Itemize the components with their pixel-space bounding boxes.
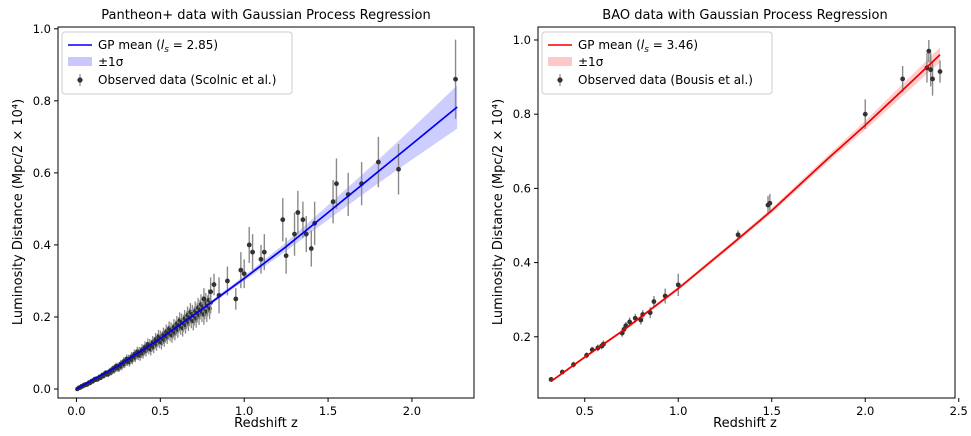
chart-title: Pantheon+ data with Gaussian Process Reg…: [101, 8, 430, 23]
data-point: [241, 271, 247, 277]
y-tick-label: 1.0: [513, 33, 531, 47]
legend-box: [61, 31, 293, 95]
x-tick-label: 0.5: [151, 404, 169, 418]
y-tick-label: 0.0: [33, 382, 51, 396]
data-point: [926, 48, 932, 54]
y-tick-label: 0.8: [513, 107, 531, 121]
data-point: [735, 232, 741, 238]
plot-area: [548, 39, 943, 383]
data-point: [862, 111, 868, 117]
data-point: [261, 249, 267, 255]
y-axis-label: Luminosity Distance (Mpc/2 × 10⁴): [491, 99, 506, 325]
y-axis-label: Luminosity Distance (Mpc/2 × 10⁴): [11, 99, 26, 325]
gp-mean-line: [76, 106, 458, 390]
x-tick-label: 1.5: [763, 404, 781, 418]
data-point: [211, 282, 217, 287]
y-tick-label: 0.6: [33, 166, 51, 180]
axis-ticks: 0.5 1.0 1.5 2.0 2.5 0.2 0.4 0.6 0.8 1.0: [513, 33, 968, 418]
legend-data-label: Observed data (Bousis et al.): [578, 73, 753, 87]
data-point: [201, 296, 207, 302]
y-tick-label: 0.4: [513, 256, 531, 270]
data-point: [937, 69, 943, 74]
y-tick-label: 0.2: [33, 310, 51, 324]
data-point: [767, 200, 773, 206]
x-tick-label: 0.5: [576, 404, 594, 418]
axes-frame: [57, 26, 475, 399]
x-tick-label: 2.5: [950, 404, 968, 418]
y-tick-label: 0.4: [33, 238, 51, 252]
plot-area: [75, 39, 458, 392]
data-point: [250, 249, 255, 255]
legend-mean-label: GP mean (ls = 3.46): [578, 38, 698, 55]
data-point: [303, 231, 309, 237]
data-point: [233, 296, 239, 302]
legend-data-marker: [557, 77, 563, 83]
legend-band-swatch: [548, 57, 572, 66]
data-point: [928, 67, 934, 73]
data-point: [900, 76, 906, 82]
bao-chart: BAO data with Gaussian Process Regressio…: [491, 8, 968, 431]
data-point: [295, 210, 301, 215]
legend: GP mean (ls = 3.46) ±1σ Observed data (B…: [541, 31, 773, 95]
legend-band-label: ±1σ: [578, 55, 604, 69]
y-tick-label: 0.6: [513, 181, 531, 195]
y-tick-label: 1.0: [33, 22, 51, 36]
x-tick-label: 1.0: [669, 404, 687, 418]
data-point: [651, 299, 657, 304]
data-point: [334, 181, 339, 187]
y-tick-label: 0.8: [33, 94, 51, 108]
data-point: [627, 319, 633, 325]
x-tick-label: 2.0: [856, 404, 874, 418]
confidence-band: [551, 47, 940, 383]
data-point: [280, 217, 286, 223]
chart-title: BAO data with Gaussian Process Regressio…: [602, 8, 887, 23]
data-point: [300, 217, 306, 223]
data-point: [292, 231, 297, 237]
x-tick-label: 1.5: [319, 404, 337, 418]
x-tick-label: 2.0: [403, 404, 421, 418]
data-point: [375, 159, 381, 165]
data-point: [258, 256, 264, 262]
data-point: [283, 253, 289, 259]
data-point: [208, 289, 214, 295]
gp-mean-line: [550, 54, 941, 382]
legend-band-label: ±1σ: [98, 55, 124, 69]
axis-ticks: 0.0 0.5 1.0 1.5 2.0 0.0 0.2 0.4 0.6 0.8 1.0: [33, 22, 421, 418]
data-point: [246, 242, 252, 248]
data-point: [396, 166, 401, 172]
data-point: [225, 278, 230, 284]
data-point: [453, 76, 458, 82]
data-point: [930, 76, 935, 82]
legend-data-marker: [77, 77, 83, 83]
x-axis-label: Redshift z: [713, 416, 777, 431]
data-point: [675, 282, 681, 288]
pantheon-chart: Pantheon+ data with Gaussian Process Reg…: [11, 8, 475, 431]
legend-band-swatch: [68, 57, 92, 66]
x-tick-label: 0.0: [67, 404, 85, 418]
legend-mean-label: GP mean (ls = 2.85): [98, 38, 218, 55]
axes-frame: [537, 26, 956, 399]
x-axis-label: Redshift z: [234, 416, 298, 431]
confidence-band: [76, 85, 458, 390]
x-tick-label: 1.0: [235, 404, 253, 418]
legend: GP mean (ls = 2.85) ±1σ Observed data (S…: [61, 31, 293, 95]
legend-data-label: Observed data (Scolnic et al.): [98, 73, 276, 87]
data-point: [330, 199, 336, 205]
legend-box: [541, 31, 773, 95]
y-tick-label: 0.2: [513, 330, 531, 344]
data-point: [308, 246, 314, 251]
data-point: [238, 267, 244, 273]
